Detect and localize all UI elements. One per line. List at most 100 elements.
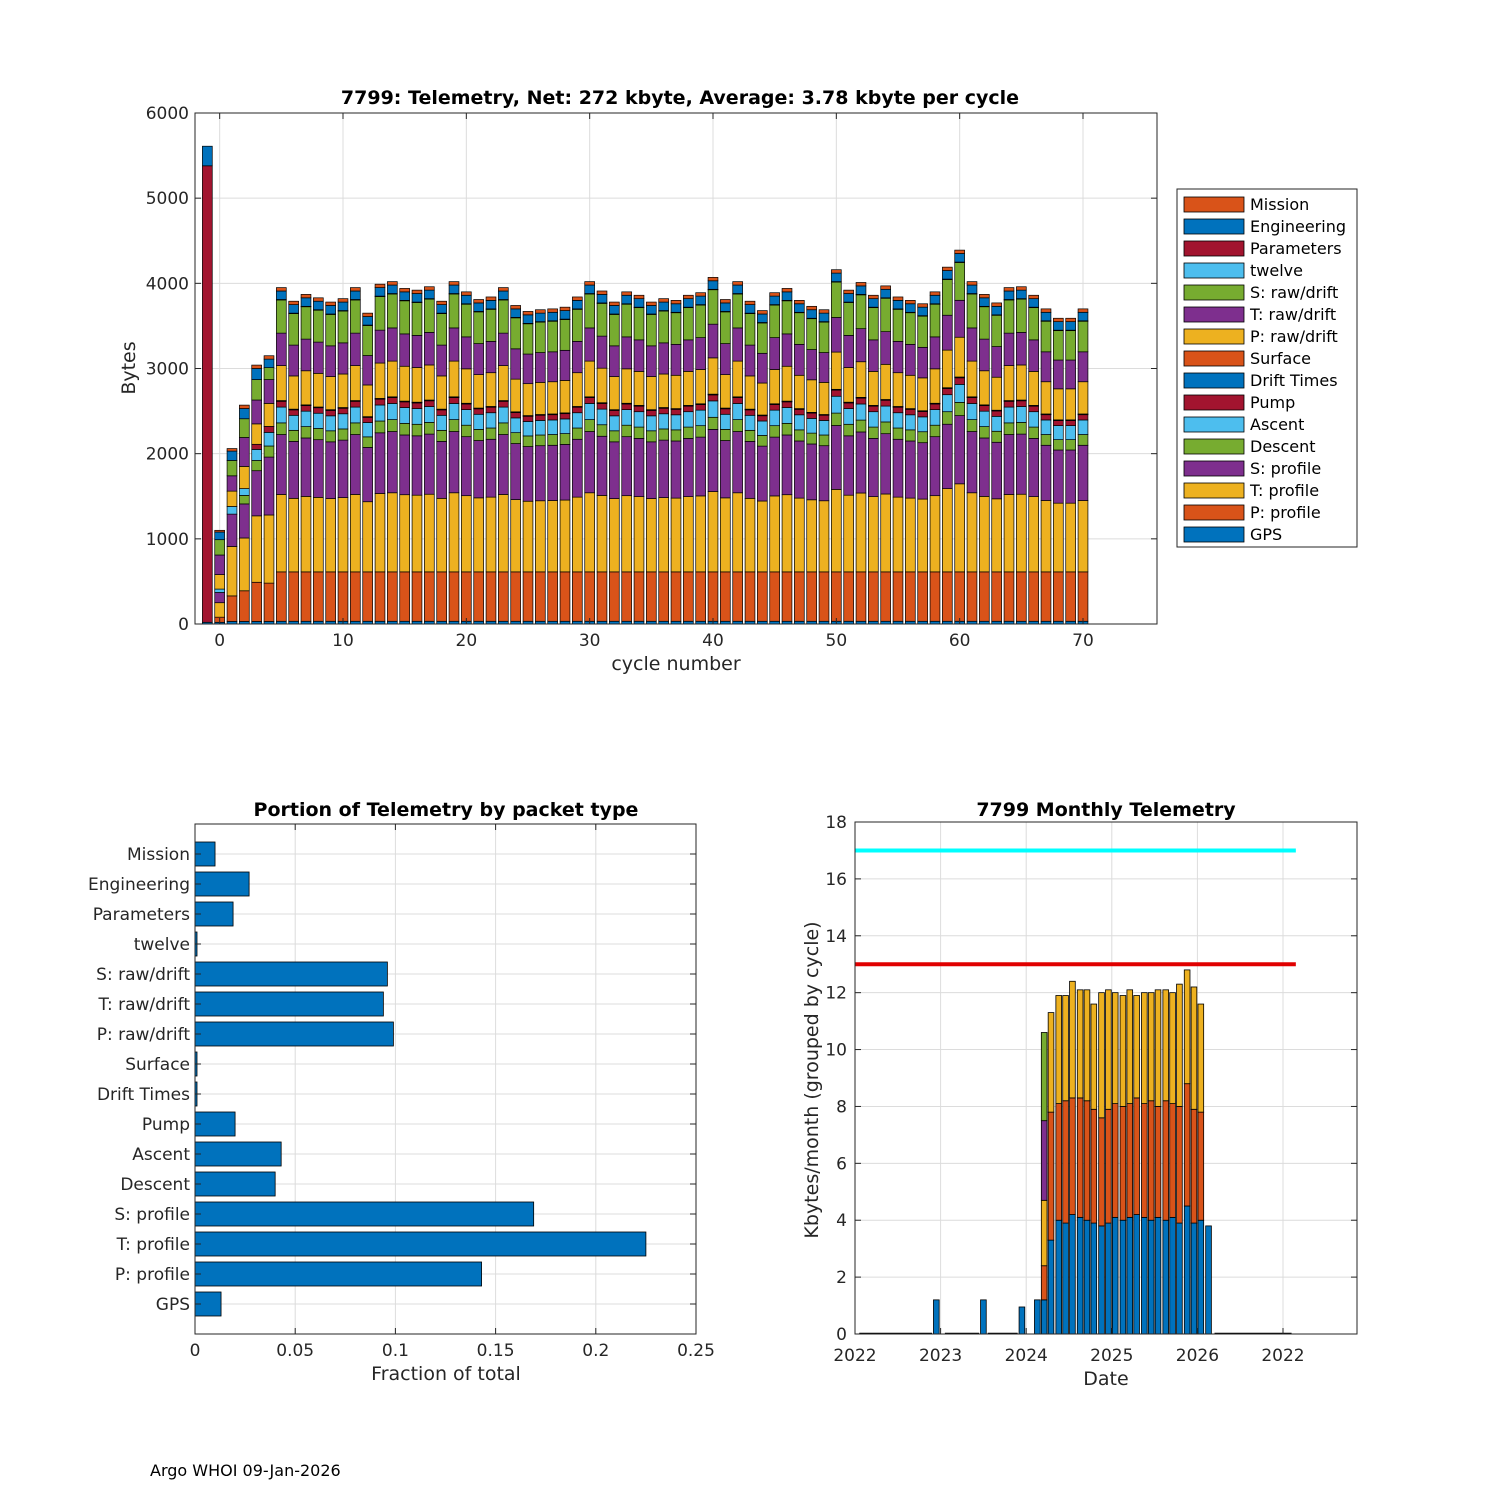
top-bar-segment (818, 309, 830, 314)
top-bar-segment (313, 300, 324, 311)
top-bar-segment (313, 309, 324, 343)
top-bar-segment (300, 297, 312, 307)
top-bar-segment (757, 352, 768, 384)
top-bar-segment (991, 430, 1002, 443)
br-x-tick-label: 2022 (1261, 1346, 1304, 1366)
telemetry-by-cycle-chart: 0 1000 2000 3000 4000 5000 6000 0 10 20 30 40 50 60 70… (118, 87, 1358, 675)
top-bar-segment (374, 420, 386, 434)
top-bar-segment (1077, 444, 1089, 501)
br-bar-segment (1055, 1103, 1062, 1221)
top-bar-segment (498, 290, 509, 300)
top-bar-segment (892, 300, 904, 310)
top-bar-segment (424, 433, 435, 495)
br-y-tick-label: 8 (836, 1097, 847, 1117)
top-bar-segment (979, 338, 990, 372)
top-bar-segment (559, 433, 571, 445)
br-bar-segment (1040, 1199, 1048, 1267)
top-bar-segment (350, 290, 361, 300)
top-bar-segment (584, 492, 595, 573)
br-bar-segment (1076, 1097, 1084, 1218)
bl-category-label: Mission (127, 845, 190, 865)
top-bar-segment (1028, 294, 1039, 300)
top-bar-segment (276, 400, 287, 408)
top-bar-segment (942, 388, 953, 396)
top-bar-segment (683, 405, 694, 413)
top-bar-segment (831, 269, 842, 274)
top-bar-segment (806, 432, 817, 445)
top-chart-title: 7799: Telemetry, Net: 272 kbyte, Average… (341, 87, 1019, 109)
top-bar-segment (473, 440, 484, 499)
top-bar-segment (522, 421, 534, 437)
top-bar-segment (448, 419, 460, 432)
top-bar-segment (831, 395, 842, 414)
top-bar-segment (929, 571, 941, 622)
top-y-tick-label: 6000 (146, 104, 189, 124)
top-bar-segment (720, 299, 731, 304)
top-bar-segment (633, 294, 645, 300)
top-bar-segment (374, 287, 386, 297)
legend-entry: P: raw/drift (1250, 327, 1338, 346)
top-bar-segment (350, 422, 361, 435)
top-bar-segment (757, 313, 768, 323)
top-bar-segment (917, 303, 928, 308)
top-bar-segment (929, 294, 941, 305)
top-bar-segment (868, 405, 879, 413)
top-bar-segment (806, 499, 817, 573)
br-axes-box (854, 821, 1358, 1335)
top-bar-segment (609, 376, 620, 411)
top-bar-segment (646, 313, 657, 347)
br-bar-segment (1098, 992, 1105, 1119)
top-bar-segment (559, 499, 571, 573)
top-bar-segment (818, 445, 830, 502)
top-bar-segment (300, 437, 312, 497)
top-bar-segment (288, 409, 299, 416)
bl-category-label: Parameters (93, 905, 190, 925)
top-bar-segment (917, 377, 928, 412)
top-bar-segment (1065, 425, 1076, 441)
top-bar-segment (263, 456, 275, 516)
top-bar-segment (905, 429, 916, 442)
top-bar-segment (485, 406, 497, 414)
top-bar-segment (436, 375, 447, 410)
top-bar-segment (522, 446, 534, 502)
top-bar-segment (670, 414, 682, 431)
top-bar-segment (658, 373, 669, 408)
top-x-tick-label: 0 (214, 631, 225, 651)
top-bar-segment (288, 497, 299, 573)
bl-x-tick-label: 0.05 (276, 1341, 314, 1361)
top-bar-segment (350, 494, 361, 573)
top-bar-segment (436, 429, 447, 442)
top-bar-segment (843, 293, 854, 303)
top-bar-segment (1040, 414, 1052, 421)
bl-x-tick-label: 0.15 (477, 1341, 515, 1361)
top-bar-segment (448, 360, 460, 398)
top-bar-segment (966, 281, 978, 286)
top-bar-segment (485, 438, 497, 498)
top-bar-segment (1065, 388, 1076, 421)
bl-chart-title: Portion of Telemetry by packet type (254, 799, 639, 821)
top-bar-segment (288, 375, 299, 410)
top-bar-segment (547, 320, 558, 353)
top-bar-segment (510, 432, 521, 444)
top-bar-segment (411, 293, 423, 303)
bl-bar (194, 1111, 236, 1137)
top-bar-segment (239, 404, 250, 409)
top-bar-segment (559, 444, 571, 501)
top-bar-segment (966, 492, 978, 573)
top-x-tick-label: 70 (1072, 631, 1094, 651)
top-bar-segment (239, 408, 250, 420)
top-bar-segment (374, 296, 386, 331)
top-bar-segment (658, 428, 669, 441)
top-bar-segment (744, 313, 756, 346)
top-bar-segment (1077, 320, 1089, 353)
top-bar-segment (461, 436, 472, 497)
top-bar-segment (621, 424, 632, 438)
top-bar-segment (362, 436, 373, 448)
top-bar-segment (744, 429, 756, 442)
top-bar-segment (744, 409, 756, 416)
top-bar-segment (646, 409, 657, 417)
top-y-tick-label: 0 (178, 615, 189, 635)
top-bar-segment (979, 437, 990, 497)
top-bar-segment (707, 400, 719, 418)
top-bar-segment (621, 368, 632, 404)
